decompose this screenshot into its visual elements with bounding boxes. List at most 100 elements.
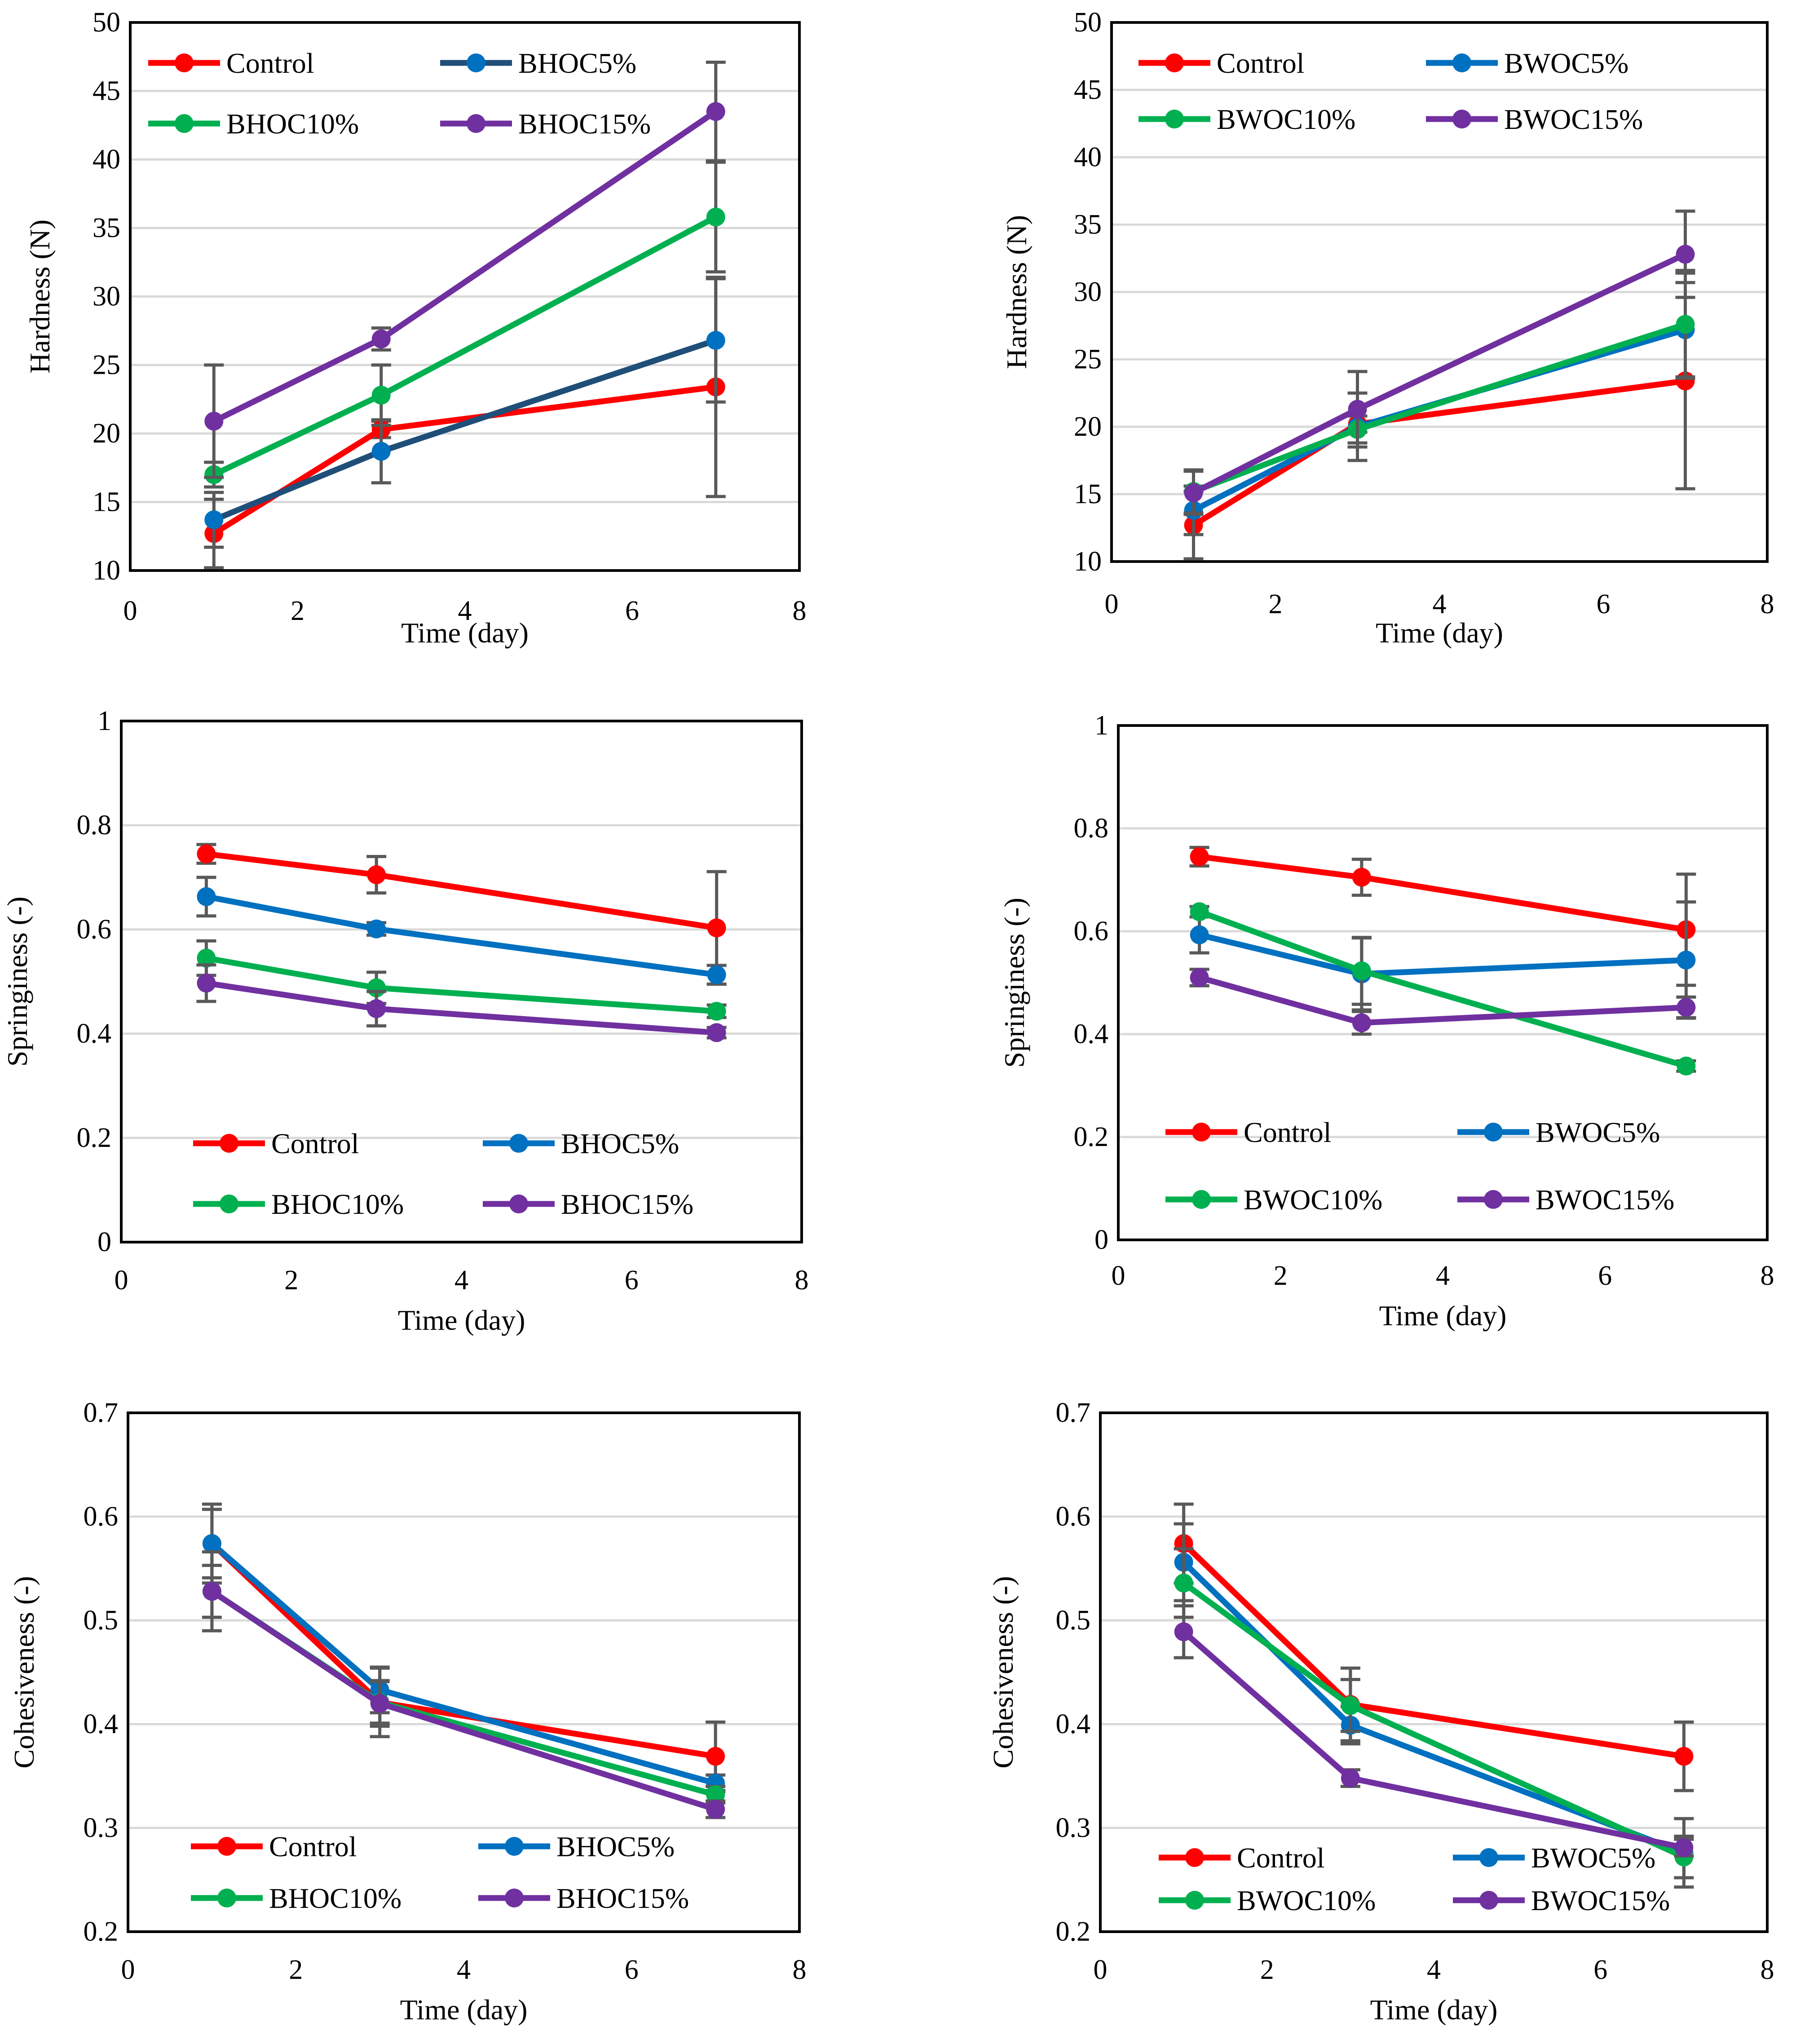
series-bhoc5- [204, 277, 726, 549]
x-tick-label: 8 [793, 596, 807, 626]
y-tick-label: 0 [1094, 1225, 1108, 1255]
data-point [1348, 400, 1367, 419]
series-line [1192, 321, 1686, 495]
y-tick-label: 35 [93, 213, 120, 243]
x-tick-label: 4 [1427, 1955, 1441, 1985]
legend-entry: BWOC5% [1426, 47, 1628, 79]
legend-label: BWOC15% [1504, 103, 1643, 135]
y-tick-label: 0.8 [77, 810, 112, 841]
legend-swatch-marker [1185, 1848, 1204, 1867]
data-point [197, 887, 216, 906]
data-point [371, 442, 391, 461]
x-tick-label: 6 [1597, 589, 1611, 619]
y-tick-label: 0.7 [1056, 1398, 1091, 1428]
legend-label: BWOC5% [1531, 1842, 1655, 1874]
legend-entry: BWOC10% [1159, 1885, 1376, 1916]
series-bhoc15- [196, 963, 727, 1042]
x-axis-title: Time (day) [1370, 1994, 1498, 2026]
chart-panel-6: 0.2 0.3 0.4 0.5 0.6 0.7 0 2 4 6 8 Time (day) Cohesiv… [987, 1398, 1774, 2026]
x-axis-title: Time (day) [401, 617, 529, 649]
plot-area [1117, 724, 1769, 1241]
x-tick-label: 6 [625, 596, 639, 626]
y-tick-label: 30 [1074, 277, 1102, 307]
data-point [707, 965, 726, 984]
chart-panel-4: 0 0.2 0.4 0.6 0.8 1 0 2 4 6 8 Time (day) Springiness… [998, 710, 1774, 1332]
series-bhoc5- [202, 1508, 726, 1793]
data-point [706, 208, 725, 227]
y-tick-label: 15 [1074, 479, 1102, 509]
y-tick-label: 50 [93, 7, 120, 38]
legend-label: Control [271, 1128, 359, 1159]
x-tick-label: 6 [1598, 1261, 1612, 1291]
legend-entry: BHOC15% [440, 108, 651, 140]
y-tick-label: 0.4 [77, 1018, 112, 1049]
plot-area [1099, 1411, 1769, 1933]
y-tick-label: 0.5 [1056, 1605, 1091, 1636]
y-tick-label: 0.6 [1056, 1501, 1091, 1532]
legend-swatch-marker [1479, 1891, 1498, 1910]
series-line [1199, 854, 1687, 933]
data-point [706, 1747, 725, 1766]
legend-swatch-marker [509, 1195, 528, 1213]
y-tick-label: 0.8 [1074, 813, 1109, 844]
legend-entry: BWOC15% [1426, 103, 1643, 135]
legend-label: BHOC10% [269, 1882, 402, 1914]
data-point [204, 411, 224, 431]
y-tick-label: 45 [93, 76, 120, 106]
legend-entry: BHOC15% [478, 1882, 689, 1914]
data-point [1676, 315, 1695, 334]
legend-swatch-marker [220, 1195, 238, 1213]
series-control [196, 843, 727, 986]
data-point [371, 329, 391, 349]
data-point [1677, 951, 1696, 970]
legend-entry: BHOC5% [483, 1128, 679, 1159]
data-point [202, 1582, 221, 1601]
series-line [1192, 327, 1686, 513]
legend-swatch-marker [1192, 1123, 1211, 1141]
legend-swatch-marker [1484, 1190, 1503, 1209]
x-axis-title: Time (day) [400, 1994, 528, 2026]
data-point [706, 331, 725, 350]
legend-swatch-marker [1185, 1891, 1204, 1910]
y-tick-label: 15 [93, 487, 120, 518]
x-tick-label: 4 [458, 596, 472, 626]
series-control [1174, 1502, 1694, 1792]
data-point [202, 1534, 221, 1553]
x-tick-label: 0 [124, 596, 137, 626]
y-axis-title: Cohesiveness (-) [8, 1576, 40, 1768]
series-bhoc15- [202, 1550, 726, 1819]
x-tick-label: 0 [121, 1955, 135, 1985]
legend-label: BHOC10% [226, 108, 359, 140]
series-line [206, 851, 717, 931]
x-tick-label: 8 [1761, 589, 1774, 619]
plot-area [120, 720, 803, 1243]
y-tick-label: 0.2 [1056, 1916, 1091, 1947]
y-tick-label: 0.3 [84, 1813, 119, 1843]
legend-entry: BWOC10% [1165, 1184, 1382, 1216]
legend-label: BHOC15% [561, 1188, 693, 1220]
y-tick-label: 50 [1074, 7, 1102, 38]
x-tick-label: 6 [625, 1265, 639, 1296]
legend-swatch-marker [505, 1837, 524, 1856]
series-line [1192, 252, 1687, 496]
y-tick-label: 30 [93, 281, 120, 312]
data-point [1352, 961, 1371, 981]
series-control [202, 1502, 726, 1792]
x-tick-label: 4 [455, 1265, 468, 1296]
legend-swatch-marker [1484, 1123, 1503, 1141]
legend-swatch-marker [175, 114, 194, 133]
legend-entry: Control [148, 47, 314, 79]
legend-entry: BHOC15% [483, 1188, 693, 1220]
legend-label: BWOC15% [1536, 1184, 1674, 1216]
series-line [212, 384, 716, 536]
y-axis-title: Springiness (-) [1, 897, 33, 1067]
y-axis-title: Cohesiveness (-) [987, 1576, 1019, 1768]
x-axis-title: Time (day) [1376, 617, 1503, 649]
series-line [210, 1541, 716, 1786]
legend-swatch-marker [1165, 110, 1184, 128]
data-point [706, 102, 725, 121]
x-tick-label: 0 [115, 1265, 128, 1296]
y-tick-label: 0.2 [84, 1916, 119, 1947]
plot-area [1110, 21, 1769, 563]
